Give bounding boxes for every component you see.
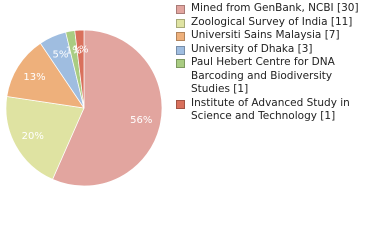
pie-slice (6, 42, 85, 109)
slice-label: 1% (66, 45, 82, 56)
legend-swatch (176, 45, 185, 55)
pie: 56%20%13%5%1%1% (5, 29, 163, 187)
legend-item: University of Dhaka [3] (174, 43, 370, 57)
pie-slice (74, 29, 85, 109)
legend-swatch (176, 99, 185, 109)
legend-item: Mined from GenBank, NCBI [30] (174, 2, 370, 16)
pie-slice (52, 29, 163, 187)
slice-label: 13% (23, 72, 45, 83)
legend-label: Mined from GenBank, NCBI [30] (191, 2, 359, 14)
legend-swatch (176, 18, 185, 28)
legend-item: Zoological Survey of India [11] (174, 16, 370, 30)
slice-label: 5% (52, 49, 68, 60)
legend-label: Institute of Advanced Study in Science a… (191, 96, 350, 123)
legend-label: University of Dhaka [3] (191, 42, 313, 55)
legend: Mined from GenBank, NCBI [30] Zoological … (174, 2, 370, 124)
legend-swatch (176, 59, 185, 68)
legend-item: Universiti Sains Malaysia [7] (174, 29, 370, 43)
legend-swatch (176, 5, 185, 14)
slice-label: 20% (22, 131, 44, 142)
legend-label: Universiti Sains Malaysia [7] (191, 29, 340, 41)
slice-label: 1% (73, 45, 89, 56)
legend-label: Paul Hebert Centre for DNA Barcoding and… (191, 56, 335, 95)
legend-label: Zoological Survey of India [11] (191, 15, 353, 28)
legend-item: Paul Hebert Centre for DNA Barcoding and… (174, 56, 370, 97)
legend-item: Institute of Advanced Study in Science a… (174, 97, 370, 124)
slice-label: 56% (130, 115, 152, 126)
legend-swatch (176, 32, 185, 41)
pie-slice (5, 96, 85, 180)
